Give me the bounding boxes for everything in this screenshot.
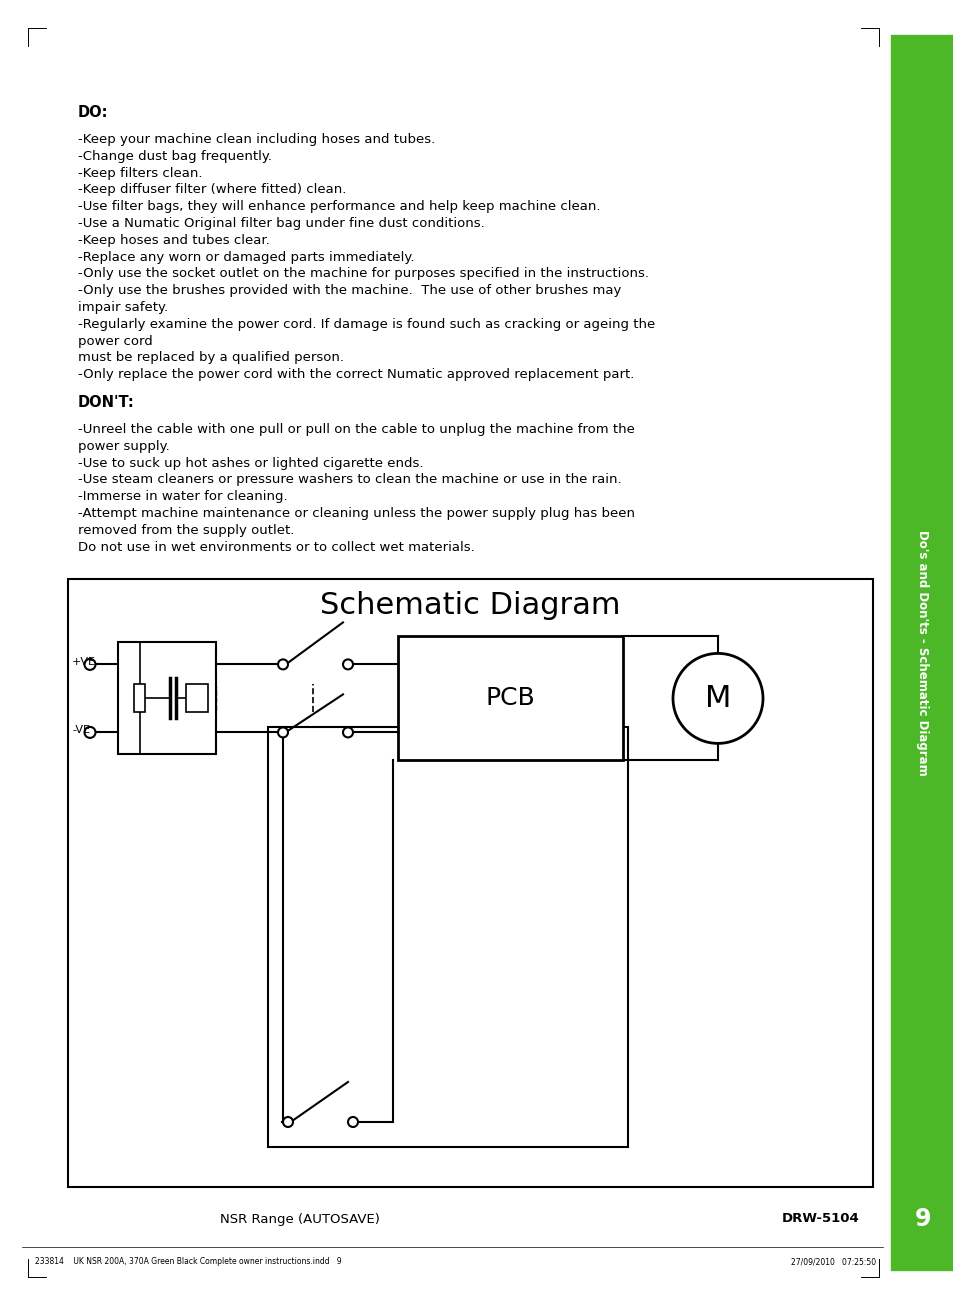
Bar [268,727,627,1147]
Text: 233814    UK NSR 200A, 370A Green Black Complete owner instructions.indd   9: 233814 UK NSR 200A, 370A Green Black Com… [35,1258,341,1266]
Text: -Keep your machine clean including hoses and tubes.: -Keep your machine clean including hoses… [78,133,435,146]
Text: removed from the supply outlet.: removed from the supply outlet. [78,523,294,536]
Text: -VE: -VE [71,726,90,736]
Text: +VE: +VE [71,658,96,667]
Circle shape [343,659,353,669]
Circle shape [348,1117,357,1128]
Text: -Only replace the power cord with the correct Numatic approved replacement part.: -Only replace the power cord with the co… [78,368,634,381]
Text: Schematic Diagram: Schematic Diagram [320,591,620,620]
Bar [397,637,622,761]
Text: -Regularly examine the power cord. If damage is found such as cracking or ageing: -Regularly examine the power cord. If da… [78,318,655,330]
Text: DRW-5104: DRW-5104 [781,1212,859,1225]
Circle shape [283,1117,293,1128]
Bar [134,684,146,713]
Text: -Keep hoses and tubes clear.: -Keep hoses and tubes clear. [78,234,270,247]
Circle shape [277,727,288,737]
Text: -Use steam cleaners or pressure washers to clean the machine or use in the rain.: -Use steam cleaners or pressure washers … [78,474,621,487]
Text: impair safety.: impair safety. [78,301,168,315]
Bar [890,35,953,1270]
Text: PCB: PCB [485,686,535,710]
Circle shape [899,1195,944,1242]
Bar [186,684,208,713]
Bar [68,579,872,1188]
Text: -Replace any worn or damaged parts immediately.: -Replace any worn or damaged parts immed… [78,251,414,264]
Text: 9: 9 [913,1207,930,1231]
Text: -Only use the brushes provided with the machine.  The use of other brushes may: -Only use the brushes provided with the … [78,284,620,298]
Circle shape [85,659,95,669]
Text: -Only use the socket outlet on the machine for purposes specified in the instruc: -Only use the socket outlet on the machi… [78,268,648,281]
Circle shape [85,727,95,737]
Text: NSR Range (AUTOSAVE): NSR Range (AUTOSAVE) [220,1212,379,1225]
Circle shape [672,654,762,744]
Text: Do's and Don'ts - Schematic Diagram: Do's and Don'ts - Schematic Diagram [915,530,928,775]
Text: -Attempt machine maintenance or cleaning unless the power supply plug has been: -Attempt machine maintenance or cleaning… [78,508,635,519]
Text: must be replaced by a qualified person.: must be replaced by a qualified person. [78,351,344,364]
Circle shape [343,727,353,737]
Text: -Immerse in water for cleaning.: -Immerse in water for cleaning. [78,491,287,504]
Text: 27/09/2010   07:25:50: 27/09/2010 07:25:50 [790,1258,875,1266]
Text: M: M [704,684,730,713]
Text: power supply.: power supply. [78,440,170,453]
Text: DO:: DO: [78,104,109,120]
Text: -Use to suck up hot ashes or lighted cigarette ends.: -Use to suck up hot ashes or lighted cig… [78,457,423,470]
Text: power cord: power cord [78,334,152,347]
Text: -Keep filters clean.: -Keep filters clean. [78,167,202,180]
Text: -Use filter bags, they will enhance performance and help keep machine clean.: -Use filter bags, they will enhance perf… [78,200,599,213]
Text: -Unreel the cable with one pull or pull on the cable to unplug the machine from : -Unreel the cable with one pull or pull … [78,423,634,436]
Text: -Change dust bag frequently.: -Change dust bag frequently. [78,150,272,163]
Text: DON'T:: DON'T: [78,395,134,410]
Text: -Use a Numatic Original filter bag under fine dust conditions.: -Use a Numatic Original filter bag under… [78,217,484,230]
Bar [118,642,215,754]
Circle shape [277,659,288,669]
Text: -Keep diffuser filter (where fitted) clean.: -Keep diffuser filter (where fitted) cle… [78,184,346,196]
Text: Do not use in wet environments or to collect wet materials.: Do not use in wet environments or to col… [78,540,475,553]
